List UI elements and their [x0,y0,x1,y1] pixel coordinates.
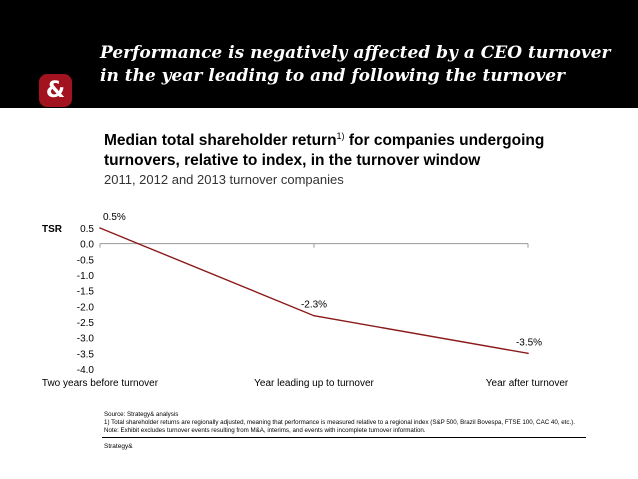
chart-title-line-1: Median total shareholder return1) for co… [104,126,624,151]
data-point [99,227,101,229]
page-title-line-2: in the year leading to and following the… [100,66,565,86]
chart-title: Median total shareholder return1) for co… [104,126,624,171]
line-chart: 0.5 0.0 -0.5 -1.0 -1.5 -2.0 -2.5 -3.0 -3.5 -4.0 TS… [42,212,569,389]
data-label: -2.3% [301,300,327,311]
data-point [527,352,529,355]
footnote-marker: 1) [336,131,345,141]
y-tick-label: -1.0 [77,271,95,282]
x-category-label: Two years before turnover [42,378,159,389]
brand-label: Strategy& [104,443,133,450]
y-tick-label: -2.5 [77,318,95,329]
footer-divider [102,437,586,438]
y-tick-label: -3.0 [77,334,95,345]
ampersand-logo-icon: & [39,74,72,107]
y-tick-label: -0.5 [77,255,95,266]
page-title: Performance is negatively affected by a … [100,42,620,88]
y-tick-label: -3.5 [77,349,95,360]
chart-title-text-rest: for companies undergoing [344,132,545,149]
footnotes: Source: Strategy& analysis 1) Total shar… [104,411,604,435]
y-tick-label: -2.0 [77,302,95,313]
x-category-label: Year after turnover [486,378,569,389]
chart-title-text: Median total shareholder return [104,132,337,149]
page-title-line-1: Performance is negatively affected by a … [100,43,611,63]
x-category-label: Year leading up to turnover [254,378,374,389]
y-axis-title: TSR [42,224,63,235]
y-tick-label: -1.5 [77,287,95,298]
y-tick-label: -4.0 [77,365,95,376]
chart-title-line-2: turnovers, relative to index, in the tur… [104,152,481,169]
chart-subtitle: 2011, 2012 and 2013 turnover companies [104,172,344,187]
data-label: -3.5% [516,337,542,348]
footnote-1: 1) Total shareholder returns are regiona… [104,419,575,426]
y-tick-label: 0.5 [80,224,94,235]
header-banner: Performance is negatively affected by a … [0,0,638,108]
y-tick-label: 0.0 [80,240,94,251]
source-note: Source: Strategy& analysis [104,411,179,418]
data-point [313,314,315,317]
exclusion-note: Note: Exhibit excludes turnover events r… [104,427,426,434]
data-label: 0.5% [103,212,126,223]
